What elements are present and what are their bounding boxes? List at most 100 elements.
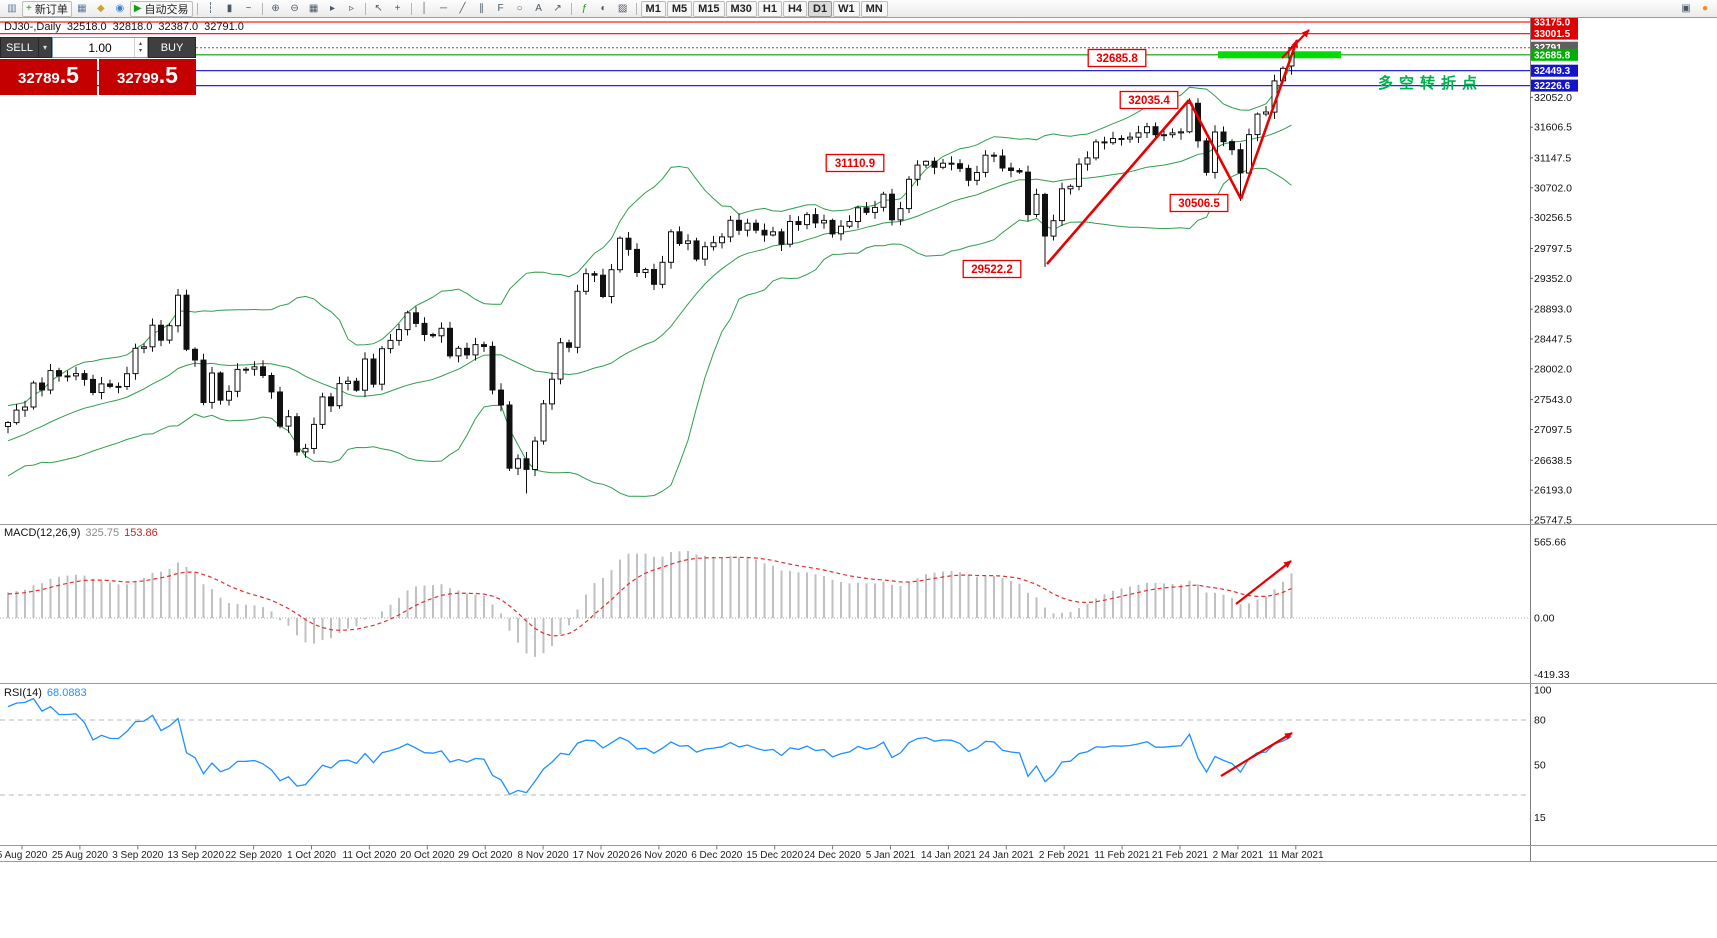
buy-price-button[interactable]: 32799.5 bbox=[99, 59, 196, 95]
auto-scroll-icon: ▸ bbox=[330, 2, 336, 14]
rsi-axis-label: 50 bbox=[1534, 760, 1546, 772]
new-order-button[interactable]: + 新订单 bbox=[22, 0, 72, 17]
date-axis-label: 15 Dec 2020 bbox=[746, 850, 803, 861]
date-axis-label: 5 Jan 2021 bbox=[866, 850, 916, 861]
crosshair-button[interactable]: + bbox=[389, 1, 407, 17]
timeframe-d1[interactable]: D1 bbox=[808, 0, 833, 17]
timeframe-h4-label: H4 bbox=[787, 2, 803, 15]
volume-stepper[interactable]: ▴ ▾ bbox=[134, 38, 146, 57]
price-axis-label: 25747.5 bbox=[1534, 515, 1572, 527]
new-chart-icon: ▥ bbox=[7, 2, 17, 14]
sell-button[interactable]: SELL bbox=[0, 37, 39, 58]
fibonacci-button[interactable]: F bbox=[492, 1, 510, 17]
rsi-layer bbox=[0, 697, 1530, 796]
toolbar-separator bbox=[196, 2, 198, 15]
axis-layer: 32052.0 31606.5 31147.5 30702.0 30256.5 29797… bbox=[0, 16, 1717, 862]
toolbar: ▥ + 新订单 ▦ ◆ ◉ ▶ 自动交易 ┆ ▮ ~ ⊕ ⊖ ▦ ▸ ▹ ↖ + │ ─ ╱ ∥ F ○ A ↗ ƒ ◐ ▨ M1 M5 M1… bbox=[0, 0, 1717, 18]
buy-button[interactable]: BUY bbox=[148, 37, 196, 58]
stepper-up-icon[interactable]: ▴ bbox=[138, 40, 142, 47]
timeframe-w1-label: W1 bbox=[838, 2, 855, 15]
rally-arrow[interactable] bbox=[1239, 39, 1299, 200]
zoom-in-button[interactable]: ⊕ bbox=[267, 1, 285, 17]
date-axis-label: 11 Mar 2021 bbox=[1268, 850, 1324, 861]
date-axis-label: 25 Aug 2020 bbox=[52, 850, 109, 861]
volume-value: 1.00 bbox=[88, 40, 112, 55]
correction-line[interactable] bbox=[1187, 99, 1243, 200]
line-chart-button[interactable]: ~ bbox=[240, 1, 258, 17]
new-chart-button[interactable]: ▥ bbox=[3, 1, 21, 17]
arrows-icon: ↗ bbox=[553, 2, 562, 14]
price-callout-box[interactable] bbox=[962, 259, 1022, 279]
vertical-line-icon: │ bbox=[421, 2, 428, 14]
template-button[interactable]: ▨ bbox=[614, 1, 632, 17]
trendline-button[interactable]: ╱ bbox=[454, 1, 472, 17]
timeframe-m1[interactable]: M1 bbox=[640, 0, 666, 17]
auto-scroll-button[interactable]: ▸ bbox=[324, 1, 342, 17]
date-axis-label: 3 Sep 2020 bbox=[112, 850, 164, 861]
rsi-axis-label: 15 bbox=[1534, 812, 1546, 824]
price-callout-box[interactable] bbox=[1169, 193, 1229, 213]
macd-axis-label: 565.66 bbox=[1534, 537, 1566, 549]
stepper-down-icon[interactable]: ▾ bbox=[138, 47, 142, 54]
mql-community-button[interactable]: ◉ bbox=[111, 1, 129, 17]
text-button[interactable]: A bbox=[530, 1, 548, 17]
line-chart-icon: ~ bbox=[245, 2, 252, 14]
breakout-arrow[interactable] bbox=[1281, 29, 1310, 59]
timeframe-m30[interactable]: M30 bbox=[725, 0, 757, 17]
bar-chart-button[interactable]: ┆ bbox=[202, 1, 220, 17]
notification-icon[interactable]: ● bbox=[1696, 1, 1714, 17]
macd-label: MACD(12,26,9) bbox=[4, 527, 81, 539]
price-axis-label: 31147.5 bbox=[1534, 152, 1571, 164]
vertical-line-button[interactable]: │ bbox=[416, 1, 434, 17]
date-axis-label: 11 Feb 2021 bbox=[1094, 850, 1150, 861]
period-icon: ◐ bbox=[600, 2, 607, 14]
timeframe-mn[interactable]: MN bbox=[860, 0, 888, 17]
chart-low-value: 32387.0 bbox=[158, 21, 199, 33]
equidistant-channel-button[interactable]: ∥ bbox=[473, 1, 491, 17]
auto-trading-button[interactable]: ▶ 自动交易 bbox=[129, 0, 193, 17]
alerts-button[interactable]: ◆ bbox=[92, 1, 110, 17]
cursor-button[interactable]: ↖ bbox=[370, 1, 388, 17]
timeframe-h4[interactable]: H4 bbox=[782, 0, 808, 17]
timeframe-m15[interactable]: M15 bbox=[693, 0, 725, 17]
bar-chart-icon: ┆ bbox=[207, 2, 214, 14]
rsi-value: 68.0883 bbox=[46, 687, 87, 699]
rsi-caption: RSI(14) 68.0883 bbox=[4, 687, 87, 699]
price-callout-box[interactable] bbox=[825, 153, 885, 173]
text-icon: A bbox=[535, 2, 542, 14]
price-tag-32449.3 bbox=[1531, 64, 1578, 77]
date-axis-label: 24 Jan 2021 bbox=[979, 850, 1034, 861]
horizontal-line-button[interactable]: ─ bbox=[435, 1, 453, 17]
price-callout-box[interactable] bbox=[1087, 48, 1147, 68]
bollinger-upper-band bbox=[7, 64, 1292, 407]
impulse-line[interactable] bbox=[1046, 99, 1190, 265]
candlestick-chart-button[interactable]: ▮ bbox=[221, 1, 239, 17]
timeframe-m15-label: M15 bbox=[698, 2, 720, 15]
volume-input[interactable]: 1.00 ▴ ▾ bbox=[52, 37, 148, 58]
price-callout-box[interactable] bbox=[1119, 90, 1179, 110]
charts-icon: ▦ bbox=[77, 2, 87, 14]
tile-windows-button[interactable]: ▦ bbox=[305, 1, 323, 17]
arrows-button[interactable]: ↗ bbox=[549, 1, 567, 17]
charts-button[interactable]: ▦ bbox=[73, 1, 91, 17]
price-tag-label: 33001.5 bbox=[1534, 29, 1571, 40]
date-axis-label: 14 Jan 2021 bbox=[921, 850, 976, 861]
template-icon: ▨ bbox=[617, 2, 628, 14]
rsi-arrow[interactable] bbox=[1220, 732, 1293, 777]
price-axis-label: 30256.5 bbox=[1534, 212, 1572, 224]
date-axis-label: 20 Oct 2020 bbox=[400, 850, 455, 861]
period-button[interactable]: ◐ bbox=[595, 1, 613, 17]
timeframe-h1[interactable]: H1 bbox=[757, 0, 782, 17]
zoom-out-button[interactable]: ⊖ bbox=[286, 1, 304, 17]
indicators-button[interactable]: ƒ bbox=[576, 1, 594, 17]
search-button[interactable]: ▣ bbox=[1677, 1, 1695, 17]
chart-shift-button[interactable]: ▹ bbox=[343, 1, 361, 17]
ellipse-button[interactable]: ○ bbox=[511, 1, 529, 17]
sell-price-main: 32789 bbox=[18, 70, 60, 87]
volume-dropdown-icon[interactable]: ▾ bbox=[39, 37, 52, 58]
timeframe-m5[interactable]: M5 bbox=[666, 0, 693, 17]
sell-price-button[interactable]: 32789.5 bbox=[0, 59, 97, 95]
macd-arrow[interactable] bbox=[1235, 560, 1292, 605]
timeframe-w1[interactable]: W1 bbox=[833, 0, 860, 17]
